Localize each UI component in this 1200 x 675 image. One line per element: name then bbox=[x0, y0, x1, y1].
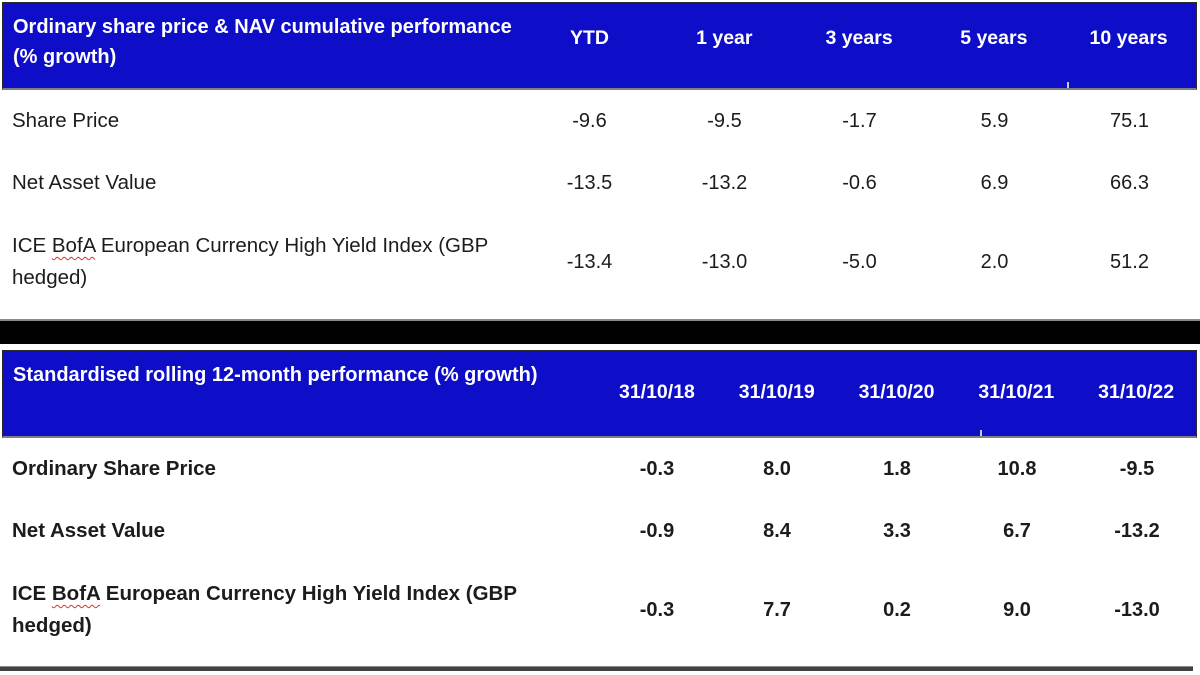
value-cell: 10.8 bbox=[997, 457, 1037, 480]
label-text: European Currency High Yield Index (GBP … bbox=[12, 582, 517, 637]
table-row-net-asset-value: Net Asset Value -0.9 8.4 3.3 6.7 -13.2 bbox=[2, 500, 1197, 562]
table-row-net-asset-value: Net Asset Value -13.5 -13.2 -0.6 6.9 66.… bbox=[2, 152, 1197, 214]
column-header-31-10-22: 31/10/22 bbox=[1098, 381, 1175, 403]
value-cell: -0.3 bbox=[639, 457, 675, 480]
column-header-ytd: YTD bbox=[570, 27, 610, 49]
section-divider-bar bbox=[0, 319, 1200, 344]
value-cell: 2.0 bbox=[980, 250, 1009, 273]
row-label: Share Price bbox=[12, 109, 120, 132]
column-header-1-year: 1 year bbox=[696, 27, 753, 49]
value-cell: 5.9 bbox=[980, 109, 1009, 132]
value-cell: 1.8 bbox=[883, 457, 911, 480]
value-cell: -5.0 bbox=[842, 250, 877, 273]
cursor-tick-artifact bbox=[1067, 82, 1069, 88]
cumulative-performance-table: Ordinary share price & NAV cumulative pe… bbox=[2, 2, 1197, 310]
value-cell: 7.7 bbox=[763, 598, 791, 621]
value-cell: 0.2 bbox=[883, 598, 911, 621]
label-text: ICE bbox=[12, 582, 52, 605]
rolling-12-month-performance-table: Standardised rolling 12-month performanc… bbox=[2, 350, 1197, 658]
value-cell: -0.3 bbox=[639, 598, 675, 621]
column-header-31-10-21: 31/10/21 bbox=[978, 381, 1055, 403]
spellcheck-underlined-word: BofA bbox=[51, 582, 101, 605]
row-label: Net Asset Value bbox=[12, 519, 166, 542]
column-header-31-10-18: 31/10/18 bbox=[618, 381, 695, 403]
row-label: ICE BofA European Currency High Yield In… bbox=[2, 230, 522, 294]
cumulative-table-header-row: Ordinary share price & NAV cumulative pe… bbox=[2, 2, 1197, 90]
value-cell: 8.4 bbox=[763, 519, 791, 542]
value-cell: 66.3 bbox=[1110, 171, 1149, 194]
bottom-rule bbox=[0, 666, 1193, 671]
value-cell: -9.5 bbox=[1119, 457, 1155, 480]
rolling-table-header-row: Standardised rolling 12-month performanc… bbox=[2, 350, 1197, 438]
value-cell: 3.3 bbox=[883, 519, 911, 542]
value-cell: 6.9 bbox=[980, 171, 1009, 194]
row-label: ICE BofA European Currency High Yield In… bbox=[2, 578, 597, 642]
cursor-tick-artifact bbox=[980, 430, 982, 436]
value-cell: 9.0 bbox=[1003, 598, 1031, 621]
value-cell: 6.7 bbox=[1003, 519, 1031, 542]
value-cell: -0.9 bbox=[639, 519, 675, 542]
value-cell: 75.1 bbox=[1110, 109, 1149, 132]
spellcheck-underlined-word: BofA bbox=[51, 234, 96, 257]
cumulative-table-title: Ordinary share price & NAV cumulative pe… bbox=[13, 16, 512, 68]
table-row-benchmark-index: ICE BofA European Currency High Yield In… bbox=[2, 562, 1197, 658]
label-text: ICE bbox=[12, 234, 52, 257]
value-cell: -13.2 bbox=[1114, 519, 1160, 542]
column-header-31-10-19: 31/10/19 bbox=[738, 381, 815, 403]
column-header-5-years: 5 years bbox=[960, 27, 1028, 49]
table-row-ordinary-share-price: Ordinary Share Price -0.3 8.0 1.8 10.8 -… bbox=[2, 438, 1197, 500]
value-cell: -13.0 bbox=[701, 250, 748, 273]
value-cell: -9.5 bbox=[707, 109, 742, 132]
value-cell: 8.0 bbox=[763, 457, 791, 480]
value-cell: -13.4 bbox=[566, 250, 613, 273]
value-cell: -9.6 bbox=[572, 109, 607, 132]
table-row-share-price: Share Price -9.6 -9.5 -1.7 5.9 75.1 bbox=[2, 90, 1197, 152]
value-cell: -13.5 bbox=[566, 171, 613, 194]
table-row-benchmark-index: ICE BofA European Currency High Yield In… bbox=[2, 214, 1197, 310]
value-cell: -0.6 bbox=[842, 171, 877, 194]
column-header-10-years: 10 years bbox=[1089, 27, 1168, 49]
value-cell: -13.0 bbox=[1114, 598, 1160, 621]
value-cell: -1.7 bbox=[842, 109, 877, 132]
value-cell: -13.2 bbox=[701, 171, 748, 194]
label-text: European Currency High Yield Index (GBP … bbox=[12, 234, 488, 289]
value-cell: 51.2 bbox=[1110, 250, 1149, 273]
column-header-3-years: 3 years bbox=[825, 27, 893, 49]
rolling-table-title: Standardised rolling 12-month performanc… bbox=[13, 364, 538, 386]
column-header-31-10-20: 31/10/20 bbox=[858, 381, 935, 403]
row-label: Net Asset Value bbox=[12, 171, 157, 194]
row-label: Ordinary Share Price bbox=[12, 457, 216, 480]
